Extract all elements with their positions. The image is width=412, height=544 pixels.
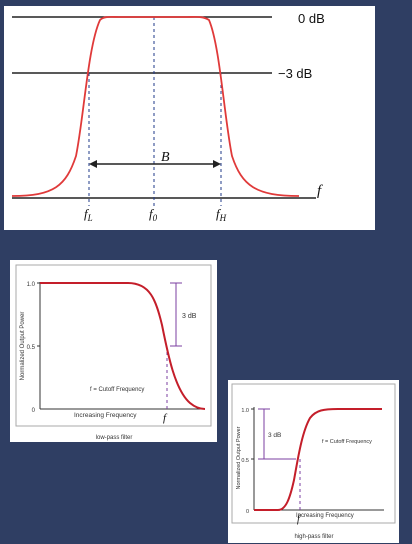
highpass-x-label: Increasing Frequency [296,513,354,519]
highpass-cutoff-label: f = Cutoff Frequency [322,439,372,445]
lowpass-tick-top-label: 1.0 [27,282,36,288]
highpass-caption: high-pass filter [294,534,333,540]
highpass-tick-zero-label: 0 [246,509,249,515]
bandwidth-arrowhead-left [89,160,97,168]
bandwidth-arrowhead-right [213,160,221,168]
bandpass-diagram: 0 dB −3 dB B f fL f0 fH [4,6,375,230]
label-bandwidth: B [161,150,170,165]
highpass-frame [231,383,396,524]
label-frequency-axis: f [317,183,323,199]
highpass-diagram: 1.0 0.5 0 Normalized Output Power Increa… [228,380,399,543]
lowpass-cutoff-label: f = Cutoff Frequency [90,387,144,393]
bandpass-curve [11,15,300,197]
lowpass-svg: 1.0 0.5 0 Normalized Output Power Increa… [15,264,212,441]
label-f0: f0 [149,206,158,223]
label-minus-3db: −3 dB [278,66,312,81]
highpass-3db-label: 3 dB [268,432,281,439]
highpass-svg: 1.0 0.5 0 Normalized Output Power Increa… [231,383,396,540]
lowpass-x-label: Increasing Frequency [74,412,137,419]
lowpass-f-label: f [163,412,168,424]
highpass-tick-top-label: 1.0 [241,408,249,414]
bandpass-svg: 0 dB −3 dB B f fL f0 fH [11,11,325,223]
lowpass-diagram: 1.0 0.5 0 Normalized Output Power Increa… [10,260,217,442]
label-fh: fH [216,206,227,223]
lowpass-tick-mid-label: 0.5 [27,345,36,351]
label-fl: fL [84,206,93,223]
lowpass-3db-label: 3 dB [182,313,197,320]
highpass-curve [254,408,382,511]
lowpass-caption: low-pass filter [96,435,133,441]
highpass-f-label: f [297,514,301,525]
lowpass-tick-zero-label: 0 [32,408,36,414]
highpass-tick-mid-label: 0.5 [241,458,249,464]
lowpass-frame [15,264,212,427]
highpass-y-label: Normalized Output Power [236,426,242,489]
lowpass-y-label: Normalized Output Power [20,312,26,381]
label-0db: 0 dB [298,11,325,26]
lowpass-curve [40,282,206,410]
